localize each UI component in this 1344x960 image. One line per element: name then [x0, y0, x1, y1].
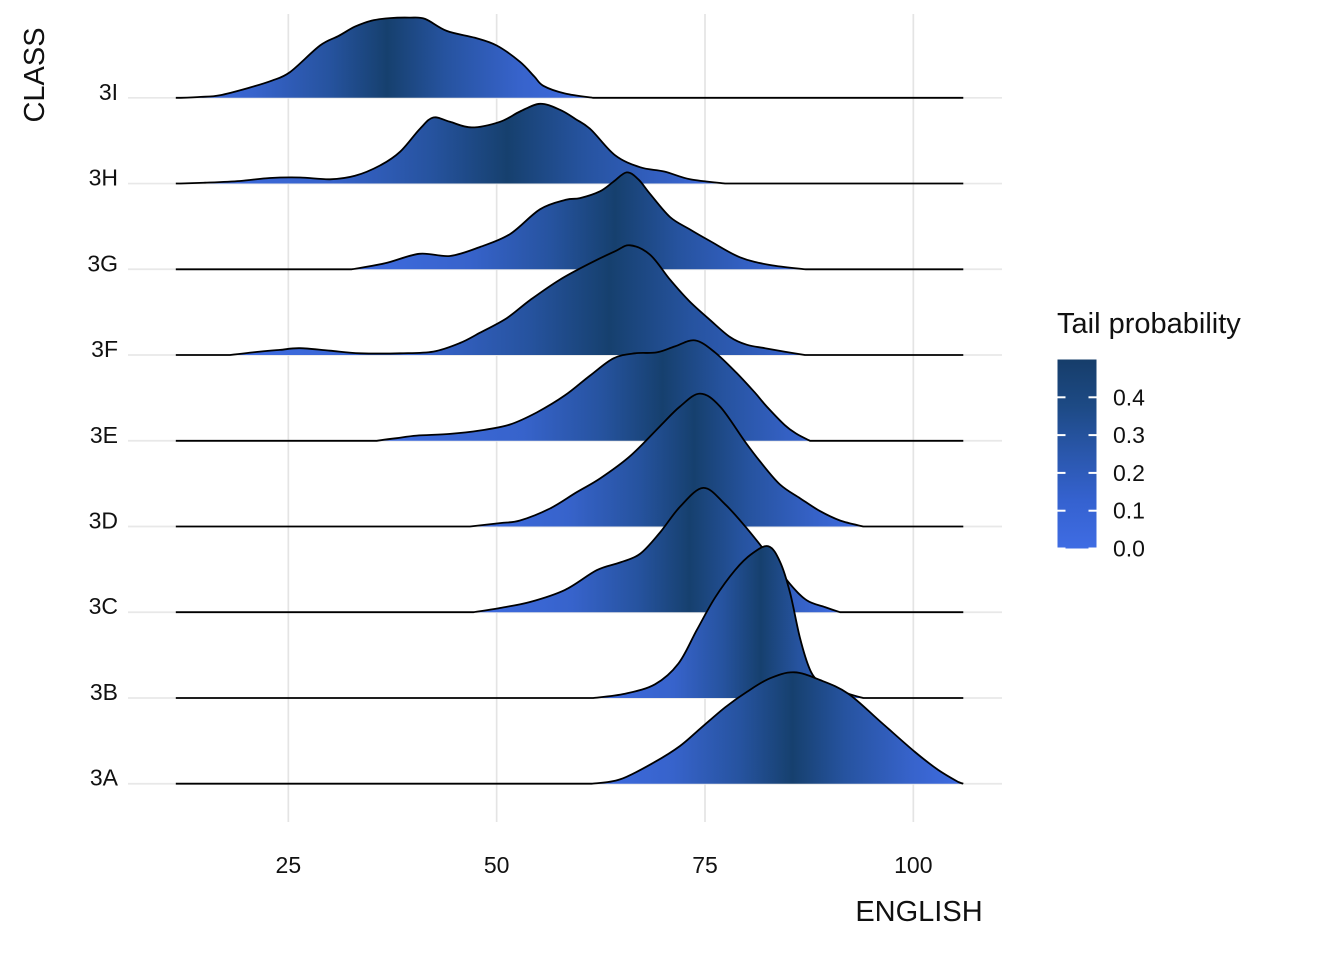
- legend-tick-labels: 0.4 0.3 0.2 0.1 0.0: [1113, 384, 1145, 561]
- ridge-3A: [175, 671, 964, 785]
- x-axis-tick-labels: 25 50 75 100: [276, 852, 933, 878]
- legend: Tail probability 0.4 0.3 0.2 0.1 0.0: [1057, 308, 1241, 562]
- y-tick-label-3G: 3G: [87, 250, 118, 276]
- ridge-3G: [175, 171, 964, 271]
- y-tick-label-3D: 3D: [89, 508, 118, 534]
- x-axis-title: ENGLISH: [855, 896, 982, 928]
- ridge-3B: [175, 545, 964, 699]
- ridge-3I: [175, 16, 964, 99]
- y-tick-label-3I: 3I: [99, 79, 118, 105]
- legend-tick-label-0.0: 0.0: [1113, 536, 1145, 562]
- y-tick-label-3B: 3B: [90, 679, 118, 705]
- x-tick-label-100: 100: [894, 852, 932, 878]
- legend-tick-label-0.4: 0.4: [1113, 384, 1145, 410]
- y-axis-title: CLASS: [19, 27, 51, 122]
- legend-tick-label-0.3: 0.3: [1113, 422, 1145, 448]
- y-axis-tick-labels: 3I 3H 3G 3F 3E 3D 3C 3B 3A: [87, 79, 118, 791]
- y-tick-label-3E: 3E: [90, 422, 118, 448]
- ridge-3D: [175, 392, 964, 528]
- legend-tick-label-0.1: 0.1: [1113, 498, 1145, 524]
- legend-tick-label-0.2: 0.2: [1113, 460, 1145, 486]
- legend-title: Tail probability: [1057, 308, 1241, 340]
- y-tick-label-3H: 3H: [89, 165, 118, 191]
- y-tick-label-3A: 3A: [90, 765, 119, 791]
- legend-gradient-bar: [1057, 359, 1097, 549]
- ridge-3H: [175, 102, 964, 185]
- x-tick-label-50: 50: [484, 852, 510, 878]
- density-ridges: [175, 16, 964, 785]
- x-tick-label-75: 75: [692, 852, 718, 878]
- ridge-3F: [175, 244, 964, 356]
- y-tick-label-3C: 3C: [89, 593, 118, 619]
- legend-colorbar: [1057, 359, 1097, 550]
- y-tick-label-3F: 3F: [91, 336, 118, 362]
- x-tick-label-25: 25: [276, 852, 302, 878]
- ridge-3E: [175, 339, 964, 442]
